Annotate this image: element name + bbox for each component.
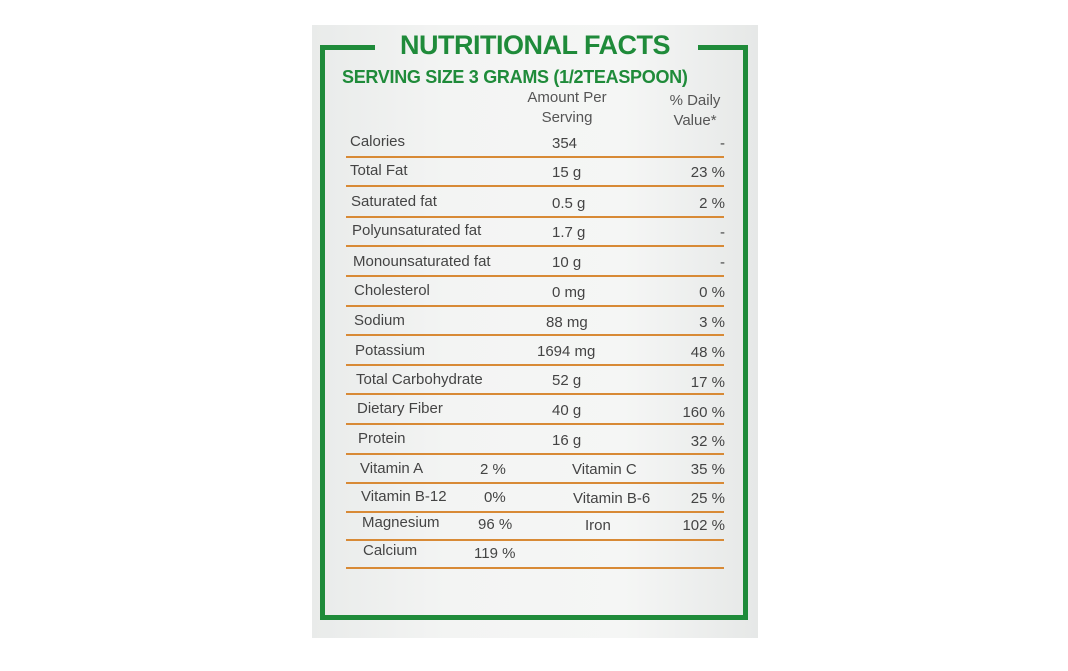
nutrient-dv: 32 % bbox=[690, 433, 725, 450]
vitamin-left-label: Magnesium bbox=[362, 514, 440, 531]
vitamin-left-value: 96 % bbox=[478, 516, 513, 533]
dv-header-line1: % Daily bbox=[669, 92, 721, 109]
vitamin-right-label: Vitamin B-6 bbox=[573, 490, 651, 507]
nutrient-amount: 0 mg bbox=[552, 284, 586, 301]
nutrient-amount: 1.7 g bbox=[552, 224, 586, 241]
frame-top-left bbox=[320, 45, 375, 50]
amount-header-line2: Serving bbox=[541, 109, 593, 126]
nutrient-label: Monounsaturated fat bbox=[353, 253, 491, 270]
row-rule bbox=[346, 511, 724, 513]
frame-left bbox=[320, 45, 325, 620]
amount-per-serving-header: Amount Per Serving bbox=[512, 88, 622, 128]
row-rule bbox=[346, 393, 724, 395]
nutrient-dv: 3 % bbox=[699, 314, 725, 331]
frame-top-right bbox=[698, 45, 748, 50]
nutrient-label: Total Fat bbox=[350, 162, 408, 179]
row-rule bbox=[346, 423, 724, 425]
nutrient-amount: 52 g bbox=[552, 372, 582, 389]
nutrient-dv: 17 % bbox=[690, 374, 725, 391]
row-rule bbox=[346, 482, 724, 484]
vitamin-left-label: Vitamin A bbox=[360, 460, 424, 477]
vitamin-left-value: 0% bbox=[484, 489, 506, 506]
nutrient-amount: 10 g bbox=[552, 254, 582, 271]
nutrient-dv: 0 % bbox=[699, 284, 725, 301]
nutrient-label: Saturated fat bbox=[351, 193, 437, 210]
vitamin-right-value: 102 % bbox=[682, 517, 725, 534]
nutrient-label: Dietary Fiber bbox=[357, 400, 443, 417]
row-rule bbox=[346, 185, 724, 187]
vitamin-left-value: 119 % bbox=[474, 545, 516, 562]
nutrient-amount: 40 g bbox=[552, 402, 582, 419]
nutrient-amount: 0.5 g bbox=[552, 195, 586, 212]
nutrient-label: Total Carbohydrate bbox=[356, 371, 483, 388]
nutrient-amount: 88 mg bbox=[546, 314, 588, 331]
nutrient-dv: - bbox=[720, 135, 725, 152]
serving-size: SERVING SIZE 3 GRAMS (1/2TEASPOON) bbox=[342, 67, 688, 87]
vitamin-left-value: 2 % bbox=[480, 461, 506, 478]
nutrient-dv: - bbox=[720, 224, 725, 241]
vitamin-right-value: 25 % bbox=[690, 490, 725, 507]
daily-value-header: % Daily Value* bbox=[655, 91, 735, 131]
frame-bottom bbox=[320, 615, 748, 620]
row-rule bbox=[346, 334, 724, 336]
nutrient-amount: 15 g bbox=[552, 164, 582, 181]
row-rule bbox=[346, 305, 724, 307]
amount-header-line1: Amount Per bbox=[527, 89, 607, 106]
dv-header-line2: Value* bbox=[673, 112, 717, 129]
frame-right bbox=[743, 45, 748, 620]
vitamin-right-label: Vitamin C bbox=[572, 461, 637, 478]
nutrient-amount: 1694 mg bbox=[537, 343, 596, 360]
nutrient-dv: 48 % bbox=[690, 344, 725, 361]
vitamin-left-label: Calcium bbox=[363, 542, 418, 559]
vitamin-left-label: Vitamin B-12 bbox=[361, 488, 447, 505]
row-rule bbox=[346, 156, 724, 158]
label-title: NUTRITIONAL FACTS bbox=[400, 30, 671, 60]
row-rule bbox=[346, 245, 724, 247]
nutrient-dv: 160 % bbox=[682, 404, 725, 421]
nutrient-label: Potassium bbox=[355, 342, 426, 359]
nutrient-label: Sodium bbox=[354, 312, 405, 329]
nutrient-label: Protein bbox=[358, 430, 406, 447]
row-rule bbox=[346, 567, 724, 569]
row-rule bbox=[346, 453, 724, 455]
vitamin-right-label: Iron bbox=[585, 517, 611, 534]
row-rule bbox=[346, 216, 724, 218]
nutrient-amount: 16 g bbox=[552, 432, 582, 449]
nutrient-label: Polyunsaturated fat bbox=[352, 222, 482, 239]
row-rule bbox=[346, 275, 724, 277]
nutrient-amount: 354 bbox=[552, 135, 578, 152]
nutrient-label: Cholesterol bbox=[354, 282, 430, 299]
vitamin-right-value: 35 % bbox=[690, 461, 725, 478]
nutrient-label: Calories bbox=[350, 133, 406, 150]
row-rule bbox=[346, 539, 724, 541]
nutrient-dv: - bbox=[720, 254, 725, 271]
row-rule bbox=[346, 364, 724, 366]
nutrient-dv: 23 % bbox=[690, 164, 725, 181]
label-panel bbox=[312, 25, 758, 638]
nutrient-dv: 2 % bbox=[699, 195, 725, 212]
